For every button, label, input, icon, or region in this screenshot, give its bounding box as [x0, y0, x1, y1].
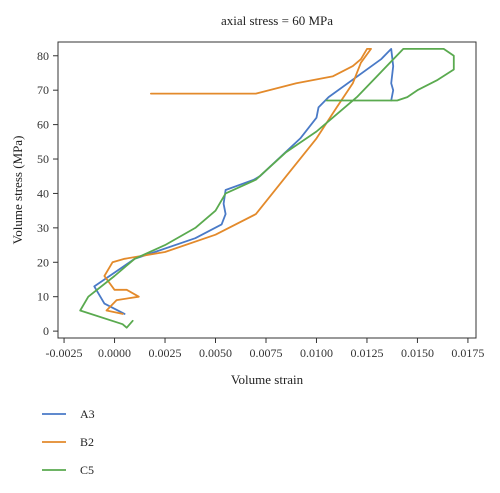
series-line-b2	[103, 48, 372, 315]
y-axis-title: Volume stress (MPa)	[10, 136, 25, 245]
x-tick-label: 0.0025	[149, 346, 182, 360]
x-axis: -0.0025 0.0000 0.0025 0.0050 0.0075 0.0100 0.0…	[46, 338, 484, 360]
y-tick-label: 20	[37, 255, 49, 269]
legend-label: A3	[80, 407, 95, 421]
legend: A3 B2 C5	[42, 407, 95, 477]
y-axis: 0 10 20 30 40 50 60 70 80	[37, 49, 58, 338]
plot-frame	[57, 41, 477, 339]
x-tick-label: 0.0100	[300, 346, 333, 360]
y-tick-label: 30	[37, 221, 49, 235]
x-tick-label: 0.0075	[249, 346, 282, 360]
x-tick-label: 0.0150	[401, 346, 434, 360]
y-tick-label: 0	[43, 324, 49, 338]
x-tick-label: 0.0050	[199, 346, 232, 360]
y-tick-label: 60	[37, 118, 49, 132]
legend-label: B2	[80, 435, 94, 449]
x-tick-label: 0.0125	[350, 346, 383, 360]
y-tick-label: 40	[37, 186, 49, 200]
y-tick-label: 10	[37, 290, 49, 304]
chart-title: axial stress = 60 MPa	[221, 13, 333, 28]
x-tick-label: -0.0025	[46, 346, 83, 360]
series-line-c5	[79, 48, 455, 329]
series-lines	[79, 48, 455, 329]
legend-label: C5	[80, 463, 94, 477]
y-tick-label: 70	[37, 83, 49, 97]
y-tick-label: 80	[37, 49, 49, 63]
x-axis-title: Volume strain	[231, 372, 304, 387]
x-tick-label: 0.0175	[451, 346, 484, 360]
y-tick-label: 50	[37, 152, 49, 166]
x-tick-label: 0.0000	[98, 346, 131, 360]
